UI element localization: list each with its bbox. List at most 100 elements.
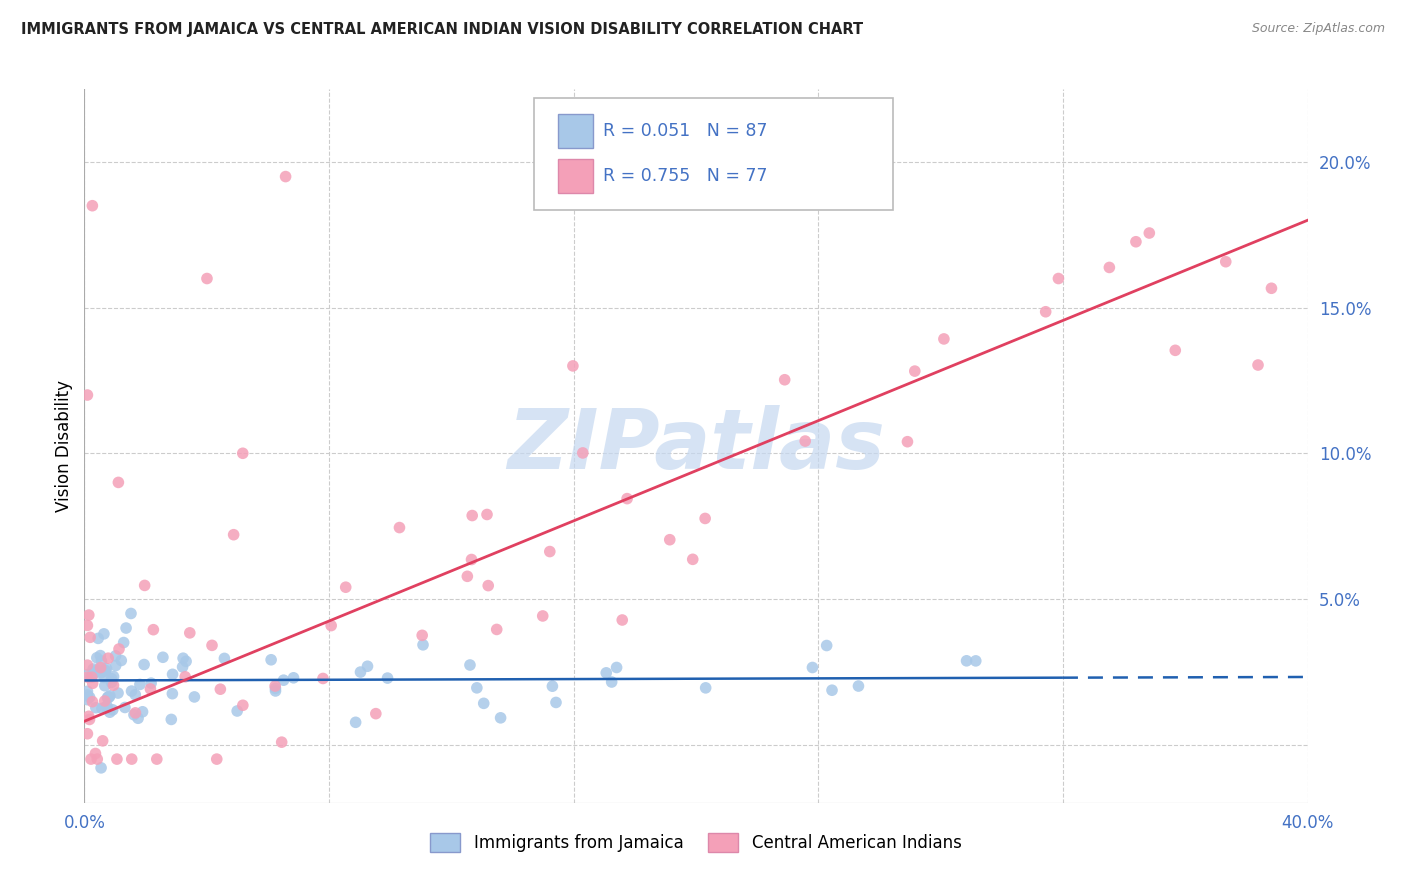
Point — [76, 388, 98, 402]
Point — [616, 491, 638, 506]
Point — [91, 734, 114, 748]
Point — [97, 651, 120, 665]
Point — [131, 705, 153, 719]
Point — [1164, 343, 1187, 358]
Point — [460, 552, 482, 566]
Point — [531, 609, 554, 624]
Point — [96, 698, 118, 713]
Point — [91, 701, 114, 715]
Point — [76, 667, 98, 681]
Point — [139, 681, 162, 696]
Point — [84, 664, 107, 678]
Point — [80, 669, 103, 683]
Point — [174, 654, 197, 668]
Point — [209, 682, 232, 697]
Point — [955, 654, 977, 668]
Point — [283, 671, 305, 685]
Point — [86, 752, 108, 766]
Text: IMMIGRANTS FROM JAMAICA VS CENTRAL AMERICAN INDIAN VISION DISABILITY CORRELATION: IMMIGRANTS FROM JAMAICA VS CENTRAL AMERI… — [21, 22, 863, 37]
Point — [108, 642, 131, 657]
Point — [96, 662, 118, 676]
Point — [794, 434, 817, 448]
Point — [695, 681, 717, 695]
Point — [172, 651, 194, 665]
Point — [89, 648, 111, 663]
Point — [904, 364, 927, 378]
Point — [84, 700, 107, 714]
Point — [612, 613, 634, 627]
Point — [82, 695, 104, 709]
Point — [600, 675, 623, 690]
Point — [1215, 254, 1237, 268]
Point — [801, 660, 824, 674]
Point — [93, 664, 115, 678]
Point — [105, 752, 128, 766]
Point — [107, 686, 129, 700]
Point — [232, 446, 254, 460]
Point — [94, 664, 117, 678]
Point — [377, 671, 399, 685]
Point — [932, 332, 955, 346]
Point — [101, 703, 124, 717]
Point — [79, 630, 101, 644]
Point — [76, 684, 98, 698]
Point — [146, 752, 169, 766]
Point — [456, 569, 478, 583]
Point — [349, 665, 371, 679]
Point — [98, 705, 121, 719]
Point — [682, 552, 704, 566]
Point — [264, 681, 287, 696]
Point — [134, 578, 156, 592]
Point — [79, 713, 101, 727]
Point — [179, 625, 201, 640]
Point — [76, 618, 98, 632]
Point — [606, 660, 628, 674]
Point — [264, 679, 287, 693]
Point — [485, 623, 508, 637]
Point — [129, 677, 152, 691]
Point — [76, 727, 98, 741]
Point — [114, 700, 136, 714]
Point — [321, 618, 343, 632]
Point — [335, 580, 357, 594]
Text: Source: ZipAtlas.com: Source: ZipAtlas.com — [1251, 22, 1385, 36]
Point — [77, 608, 100, 623]
Point — [541, 679, 564, 693]
Point — [461, 508, 484, 523]
Legend: Immigrants from Jamaica, Central American Indians: Immigrants from Jamaica, Central America… — [423, 826, 969, 859]
Point — [821, 683, 844, 698]
Point — [103, 678, 125, 692]
Point — [465, 681, 488, 695]
Point — [475, 508, 498, 522]
Point — [174, 670, 197, 684]
Point — [90, 665, 112, 680]
Point — [107, 475, 129, 490]
Point — [538, 544, 561, 558]
Point — [94, 679, 117, 693]
Point — [90, 761, 112, 775]
Point — [411, 628, 433, 642]
Point — [139, 676, 162, 690]
Point — [162, 667, 184, 681]
Point — [264, 684, 287, 698]
Point — [1125, 235, 1147, 249]
Point — [162, 687, 184, 701]
Point — [121, 684, 143, 698]
Point — [458, 658, 481, 673]
Point — [76, 658, 98, 673]
Point — [84, 747, 107, 761]
Point — [93, 627, 115, 641]
Point — [115, 621, 138, 635]
Point — [1137, 226, 1160, 240]
Point — [364, 706, 387, 721]
Point — [76, 692, 98, 706]
Point — [124, 706, 146, 720]
Point — [100, 672, 122, 686]
Point — [90, 660, 112, 674]
Point — [260, 653, 283, 667]
Text: R = 0.755   N = 77: R = 0.755 N = 77 — [603, 167, 768, 185]
Point — [121, 752, 143, 766]
Point — [815, 639, 838, 653]
Point — [270, 735, 292, 749]
Text: ZIPatlas: ZIPatlas — [508, 406, 884, 486]
